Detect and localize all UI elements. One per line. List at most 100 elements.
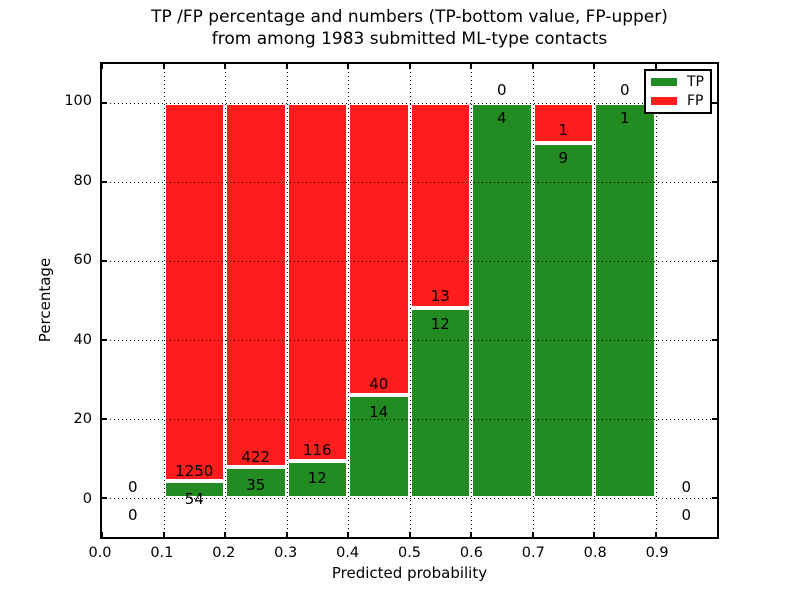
plot-area: 0 0 1250 54 422 35 116 12 40 14 13 12 0 4 1 9 0 1 0 0 TP FP [100,62,719,539]
axis-tick [712,496,717,499]
gridline-vertical [225,64,226,537]
axis-tick [654,532,657,537]
gridline-vertical [348,64,349,537]
tp-legend-swatch [651,78,677,86]
axis-tick [102,181,107,184]
x-tick-label: 0.6 [459,545,483,561]
tp-count-label: 35 [246,475,266,494]
axis-tick [712,260,717,263]
axis-tick [470,532,472,537]
axis-tick [285,64,288,69]
gridline-vertical [471,64,472,537]
fp-bar-segment [409,103,471,309]
chart-title-line1: TP /FP percentage and numbers (TP-bottom… [151,7,668,27]
tp-bar-segment [471,103,533,498]
tp-bar-segment [594,103,656,498]
axis-tick [285,532,288,537]
tp-bar-segment [532,142,594,498]
tp-bar-segment [286,460,348,498]
tp-count-label: 9 [558,148,569,167]
y-tick-label: 100 [64,93,92,110]
fp-count-label: 1250 [175,461,214,480]
axis-tick [712,181,717,184]
x-tick-label: 0.9 [645,545,669,561]
axis-tick [101,532,103,537]
tp-bar-segment [348,395,410,498]
fp-bar-segment [348,103,410,396]
x-tick-label: 0.4 [336,545,360,561]
axis-tick [654,64,657,69]
y-tick-label: 60 [73,252,92,269]
axis-tick [593,532,595,537]
fp-count-label: 1 [558,120,569,139]
fp-bar-segment [225,103,287,468]
fp-count-label: 0 [619,80,630,99]
x-tick-label: 0.3 [274,545,298,561]
y-tick-label: 0 [82,490,92,507]
axis-tick [712,338,717,341]
axis-tick [102,260,107,263]
fp-bar-segment [163,103,225,482]
fp-count-label: 422 [241,447,271,466]
axis-tick [102,338,107,341]
axis-tick [102,102,107,105]
y-tick-label: 40 [73,331,92,348]
gridline-horizontal [102,103,717,105]
legend: TP FP [644,69,712,114]
gridline-vertical [655,64,657,537]
axis-tick [712,417,717,420]
axis-tick [101,64,103,69]
gridline-horizontal [102,497,717,499]
axis-tick [470,64,472,69]
x-tick-label: 0.8 [583,545,607,561]
fp-count-label: 0 [127,478,138,497]
axis-tick [102,496,107,499]
gridline-vertical [163,64,165,537]
gridline-horizontal [102,339,717,341]
x-tick-label: 0.0 [88,545,112,561]
axis-tick [408,532,411,537]
fp-count-label: 0 [681,478,692,497]
axis-tick [531,532,534,537]
axis-tick [712,102,717,105]
axis-tick [347,532,349,537]
x-axis-label: Predicted probability [331,564,488,582]
axis-tick [162,64,165,69]
y-tick-label: 80 [73,172,92,189]
tp-count-label: 0 [127,506,138,525]
axis-tick [593,64,595,69]
gridline-vertical [409,64,411,537]
y-tick-label: 20 [73,411,92,428]
tp-count-label: 54 [184,489,204,508]
tp-count-label: 1 [619,108,630,127]
x-tick-label: 0.1 [150,545,174,561]
tp-count-label: 0 [681,506,692,525]
fp-count-label: 116 [302,440,332,459]
fp-legend-label: FP [687,93,704,109]
gridline-horizontal [102,182,717,184]
axis-tick [347,64,349,69]
gridline-horizontal [102,261,717,263]
axis-tick [408,64,411,69]
axis-tick [224,64,226,69]
chart-title: TP /FP percentage and numbers (TP-bottom… [100,6,719,50]
legend-row-tp: TP [651,74,706,90]
fp-count-label: 13 [430,287,450,306]
gridline-vertical [286,64,288,537]
tp-legend-label: TP [687,74,704,90]
fp-count-label: 0 [496,80,507,99]
x-tick-label: 0.5 [397,545,422,561]
tp-count-label: 12 [307,468,327,487]
axis-tick [162,532,165,537]
y-axis-label: Percentage [36,257,54,343]
axis-tick [224,532,226,537]
fp-count-label: 40 [369,375,389,394]
x-tick-label: 0.7 [521,545,545,561]
tp-count-label: 12 [430,315,450,334]
fp-bar-segment [286,103,348,461]
tp-count-label: 14 [369,403,389,422]
gridline-vertical [532,64,534,537]
tp-count-label: 4 [496,108,507,127]
legend-row-fp: FP [651,93,706,109]
